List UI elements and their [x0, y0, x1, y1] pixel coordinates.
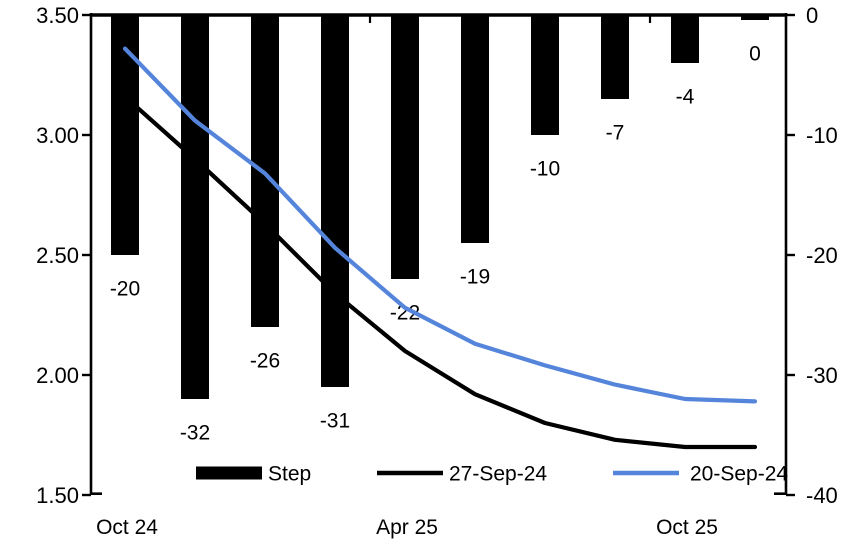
right-axis-tick-label: -30	[806, 363, 838, 388]
line-series-20-Sep-24	[122, 46, 758, 404]
bar-data-label-5: -19	[460, 265, 490, 288]
right-axis-tick-label: -20	[806, 243, 838, 268]
right-axis-tick-label: -10	[806, 123, 838, 148]
bar-step-4	[391, 15, 419, 279]
bar-data-label-3: -31	[320, 409, 350, 432]
left-axis-tick-label: 1.50	[36, 483, 79, 508]
bar-step-6	[531, 15, 559, 135]
bar-step-5	[461, 15, 489, 243]
bar-step-0	[111, 15, 139, 255]
legend-label-27-sep-24: 27-Sep-24	[449, 463, 547, 486]
bar-step-9	[741, 15, 769, 20]
x-axis-label-oct-25: Oct 25	[656, 516, 718, 539]
bar-step-1	[181, 15, 209, 399]
bar-data-label-9: 0	[749, 42, 761, 65]
left-axis-tick-label: 3.00	[36, 123, 79, 148]
bar-data-label-2: -26	[250, 349, 280, 372]
left-axis-tick-label: 3.50	[36, 3, 79, 28]
x-axis-label-apr-25: Apr 25	[376, 516, 438, 539]
legend-label-step: Step	[268, 463, 311, 486]
right-axis-tick-label: -40	[806, 483, 838, 508]
bar-step-7	[601, 15, 629, 99]
bar-data-label-7: -7	[606, 121, 625, 144]
bar-data-label-1: -32	[180, 421, 210, 444]
legend-label-20-sep-24: 20-Sep-24	[690, 463, 788, 486]
legend-swatch-bar	[196, 466, 262, 480]
x-axis-label-oct-24: Oct 24	[96, 516, 158, 539]
bar-data-label-0: -20	[110, 277, 140, 300]
left-axis-tick-label: 2.50	[36, 243, 79, 268]
line-series-27-Sep-24	[122, 94, 758, 450]
bar-step-3	[321, 15, 349, 387]
bar-step-8	[671, 15, 699, 63]
bar-data-label-4: -22	[390, 301, 420, 324]
left-axis-tick-label: 2.00	[36, 363, 79, 388]
right-axis-tick-label: 0	[806, 3, 818, 28]
bar-data-label-8: -4	[676, 85, 695, 108]
bar-data-label-6: -10	[530, 157, 560, 180]
